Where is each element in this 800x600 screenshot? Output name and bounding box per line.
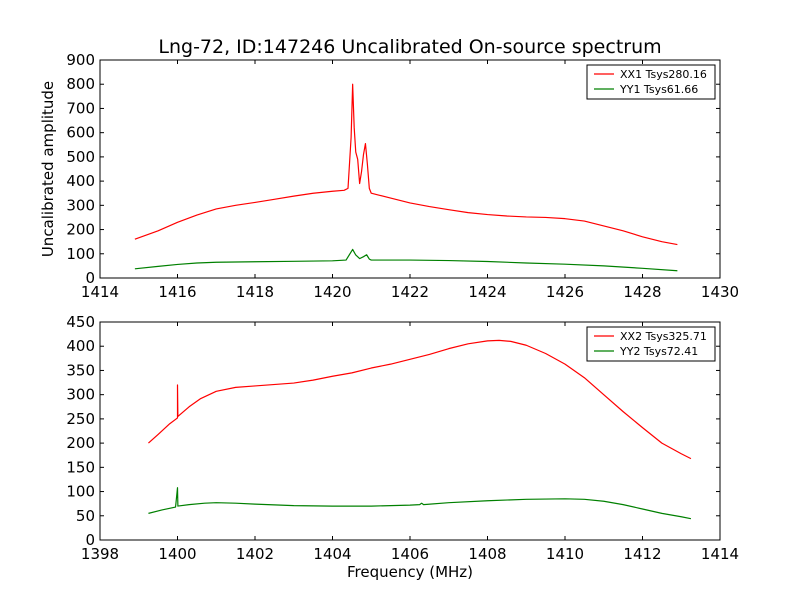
x-tick-label: 1400 [158, 545, 196, 563]
y-tick-label: 700 [66, 99, 95, 117]
x-tick-label: 1418 [236, 283, 274, 301]
y-tick-label: 400 [66, 172, 95, 190]
x-tick-label: 1420 [313, 283, 351, 301]
y-tick-label: 200 [66, 221, 95, 239]
x-tick-label: 1410 [546, 545, 584, 563]
series-line-yy1 [134, 248, 678, 272]
y-tick-label: 50 [76, 507, 95, 525]
legend-label: YY2 Tsys72.41 [619, 345, 698, 358]
y-tick-label: 0 [85, 269, 95, 287]
x-tick-label: 1404 [313, 545, 351, 563]
x-tick-label: 1422 [391, 283, 429, 301]
x-tick-label: 1402 [236, 545, 274, 563]
series-line-xx2 [148, 339, 692, 460]
chart-title: Lng-72, ID:147246 Uncalibrated On-source… [158, 36, 661, 58]
y-tick-label: 900 [66, 51, 95, 69]
legend-label: YY1 Tsys61.66 [619, 83, 698, 96]
x-tick-label: 1406 [391, 545, 429, 563]
legend-label: XX1 Tsys280.16 [620, 68, 707, 81]
y-tick-label: 450 [66, 313, 95, 331]
x-tick-label: 1424 [468, 283, 506, 301]
y-tick-label: 0 [85, 531, 95, 549]
x-tick-label: 1414 [701, 545, 739, 563]
x-tick-label: 1428 [623, 283, 661, 301]
y-tick-label: 400 [66, 337, 95, 355]
x-tick-label: 1414 [81, 283, 119, 301]
x-tick-label: 1430 [701, 283, 739, 301]
y-tick-label: 100 [66, 483, 95, 501]
x-tick-label: 1416 [158, 283, 196, 301]
y-tick-label: 300 [66, 196, 95, 214]
x-tick-label: 1412 [623, 545, 661, 563]
legend-label: XX2 Tsys325.71 [620, 330, 707, 343]
y-tick-label: 300 [66, 386, 95, 404]
y-tick-label: 250 [66, 410, 95, 428]
top-subplot: 1414 1416 1418 1420 1422 1424 1426 1428 1430 0 100… [66, 51, 739, 301]
y-tick-label: 350 [66, 361, 95, 379]
x-tick-label: 1398 [81, 545, 119, 563]
y-tick-label: 600 [66, 124, 95, 142]
y-tick-label: 800 [66, 75, 95, 93]
y-tick-label: 200 [66, 434, 95, 452]
series-line-yy2 [148, 487, 692, 520]
legend-box [586, 326, 716, 362]
x-tick-label: 1408 [468, 545, 506, 563]
legend-box [586, 64, 716, 100]
y-tick-label: 100 [66, 245, 95, 263]
y-tick-label: 150 [66, 458, 95, 476]
x-tick-label: 1426 [546, 283, 584, 301]
series-line-xx1 [134, 83, 678, 246]
y-tick-label: 500 [66, 148, 95, 166]
x-axis-label: Frequency (MHz) [347, 563, 473, 581]
y-axis-label: Uncalibrated amplitude [39, 81, 57, 257]
bottom-subplot: 1398 1400 1402 1404 1406 1408 1410 1412 1414 0 50 1… [66, 313, 739, 563]
